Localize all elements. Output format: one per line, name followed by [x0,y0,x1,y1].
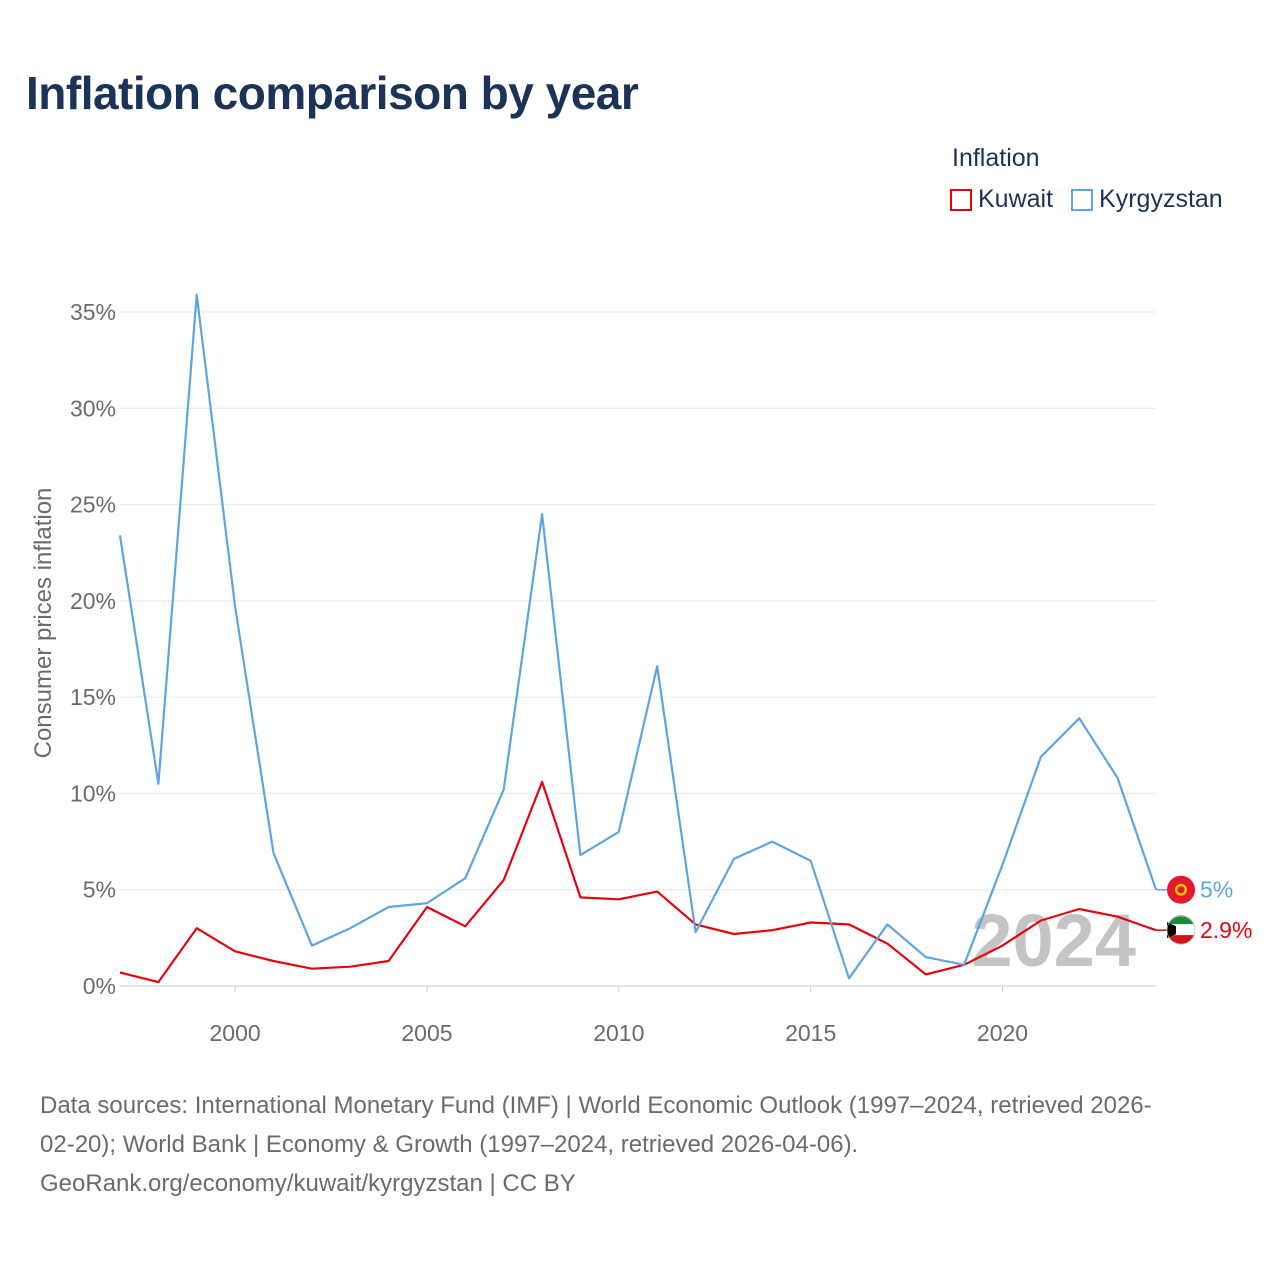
x-tick-label: 2020 [977,1020,1028,1046]
legend-title: Inflation [952,144,1040,172]
x-tick-label: 2015 [785,1020,836,1046]
x-tick-label: 2005 [401,1020,452,1046]
flag-part [1167,922,1176,939]
y-tick-label: 10% [70,780,116,806]
footer-line-2: 02-20); World Bank | Economy & Growth (1… [40,1131,859,1158]
legend-swatch-kuwait [950,188,972,211]
y-axis-ticks: 0% 5% 10% 15% 20% 25% 30% 35% [70,299,116,999]
x-axis-ticks: 2000 2005 2010 2015 2020 [210,1020,1029,1046]
series-lines [118,293,1158,984]
flag-part [1168,935,1194,944]
legend-item-kuwait[interactable]: Kuwait [950,185,1053,214]
x-tick-label: 2010 [593,1020,644,1046]
flag-kyrgyzstan-icon [1167,875,1195,904]
flag-kuwait-icon [1166,915,1196,945]
footer-line-1: Data sources: International Monetary Fun… [40,1092,1152,1119]
y-tick-label: 35% [70,299,116,325]
legend: Kuwait Kyrgyzstan [950,185,1241,214]
x-tick-label: 2000 [210,1020,261,1046]
end-label-kuwait: 2.9% [1200,917,1252,943]
end-label-kyrgyzstan: 5% [1200,877,1233,903]
legend-label-kyrgyzstan: Kyrgyzstan [1099,185,1223,213]
chart-title: Inflation comparison by year [26,67,639,119]
grid-lines [120,311,1156,992]
footer-source-link[interactable]: GeoRank.org/economy/kuwait/kyrgyzstan | … [40,1170,576,1197]
legend-swatch-kyrgyzstan [1071,188,1094,211]
series-line-kyrgyzstan [118,293,1158,980]
legend-item-kyrgyzstan[interactable]: Kyrgyzstan [1071,185,1223,214]
footer: Data sources: International Monetary Fun… [40,1086,1245,1203]
y-tick-label: 5% [83,877,116,903]
y-tick-label: 0% [83,973,116,999]
legend-label-kuwait: Kuwait [978,185,1054,213]
y-tick-label: 20% [70,588,116,614]
flag-part [1166,915,1196,945]
line-chart: 0%5%10%15%20%25%30%35% 2000 2005 2010 2015 2… [30,293,1252,1046]
end-labels: 2.9% 5% [1156,875,1252,945]
year-watermark: 2024 [971,899,1136,982]
y-tick-label: 25% [70,492,116,518]
y-tick-label: 15% [70,684,116,710]
series-line-kuwait [119,780,1157,984]
y-tick-label: 30% [70,395,116,421]
y-axis-label: Consumer prices inflation [30,488,57,759]
flag-part [1177,886,1185,894]
